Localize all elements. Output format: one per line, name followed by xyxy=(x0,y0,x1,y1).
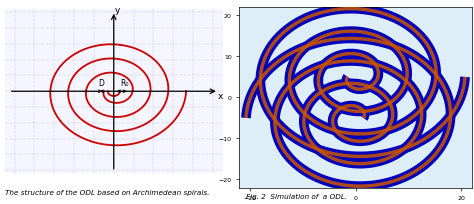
Text: D: D xyxy=(98,79,104,87)
Text: The structure of the ODL based on Archimedean spirals.: The structure of the ODL based on Archim… xyxy=(5,189,209,195)
Text: x: x xyxy=(218,92,223,101)
Text: R₀: R₀ xyxy=(120,79,129,87)
Text: y: y xyxy=(115,6,120,15)
Text: Fig. 2  Simulation of  a ODL.: Fig. 2 Simulation of a ODL. xyxy=(246,193,347,199)
